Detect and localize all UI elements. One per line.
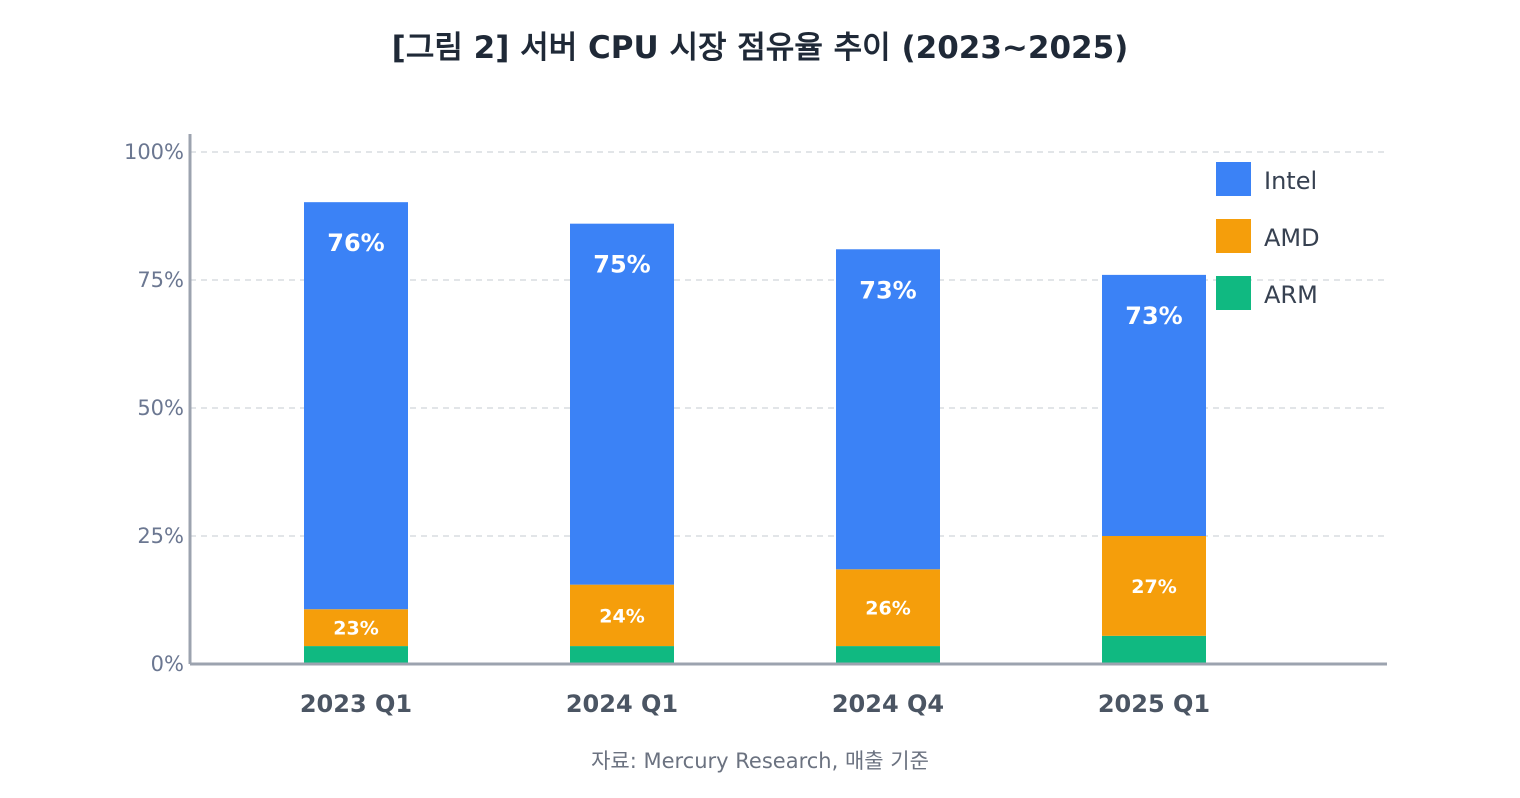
y-tick-label: 50% bbox=[137, 396, 184, 420]
bars bbox=[304, 202, 1206, 664]
y-tick-label: 0% bbox=[151, 652, 184, 676]
bar-intel bbox=[570, 223, 674, 585]
legend: Intel AMD ARM bbox=[1216, 162, 1320, 310]
x-category-label: 2024 Q4 bbox=[832, 690, 944, 718]
data-label-amd: 27% bbox=[1131, 576, 1176, 598]
data-label-amd: 24% bbox=[599, 605, 644, 627]
bar-intel bbox=[836, 249, 940, 570]
x-category-label: 2025 Q1 bbox=[1098, 690, 1210, 718]
bar-amd bbox=[570, 584, 674, 647]
data-label-intel: 75% bbox=[593, 251, 650, 279]
y-tick-label: 25% bbox=[137, 524, 184, 548]
data-label-amd: 26% bbox=[865, 598, 910, 620]
bar-amd bbox=[1102, 536, 1206, 636]
bar-intel bbox=[1102, 274, 1206, 536]
axes bbox=[188, 134, 1387, 666]
bar-arm bbox=[304, 646, 408, 664]
bar-arm bbox=[836, 646, 940, 664]
bar-arm bbox=[1102, 635, 1206, 664]
legend-swatch-amd bbox=[1216, 219, 1251, 253]
legend-swatch-intel bbox=[1216, 162, 1251, 196]
data-label-intel: 73% bbox=[1125, 302, 1182, 330]
labels: 0% 25% 50% 75% 100% 23% 76% 2023 Q1 24% 75% 2024 Q… bbox=[124, 140, 1210, 718]
y-tick-label: 75% bbox=[137, 268, 184, 292]
x-category-label: 2023 Q1 bbox=[300, 690, 412, 718]
source-note: 자료: Mercury Research, 매출 기준 bbox=[591, 749, 929, 773]
bar-intel bbox=[304, 202, 408, 610]
data-label-amd: 23% bbox=[333, 618, 378, 640]
legend-label-arm: ARM bbox=[1264, 281, 1318, 309]
y-tick-label: 100% bbox=[124, 140, 184, 164]
data-label-intel: 76% bbox=[327, 229, 384, 257]
bar-amd bbox=[304, 609, 408, 647]
bar-arm bbox=[570, 646, 674, 664]
legend-label-intel: Intel bbox=[1264, 167, 1317, 195]
legend-label-amd: AMD bbox=[1264, 224, 1320, 252]
chart-title: [그림 2] 서버 CPU 시장 점유율 추이 (2023~2025) bbox=[391, 30, 1129, 66]
x-category-label: 2024 Q1 bbox=[566, 690, 678, 718]
data-label-intel: 73% bbox=[859, 276, 916, 304]
bar-amd bbox=[836, 569, 940, 647]
legend-swatch-arm bbox=[1216, 276, 1251, 310]
